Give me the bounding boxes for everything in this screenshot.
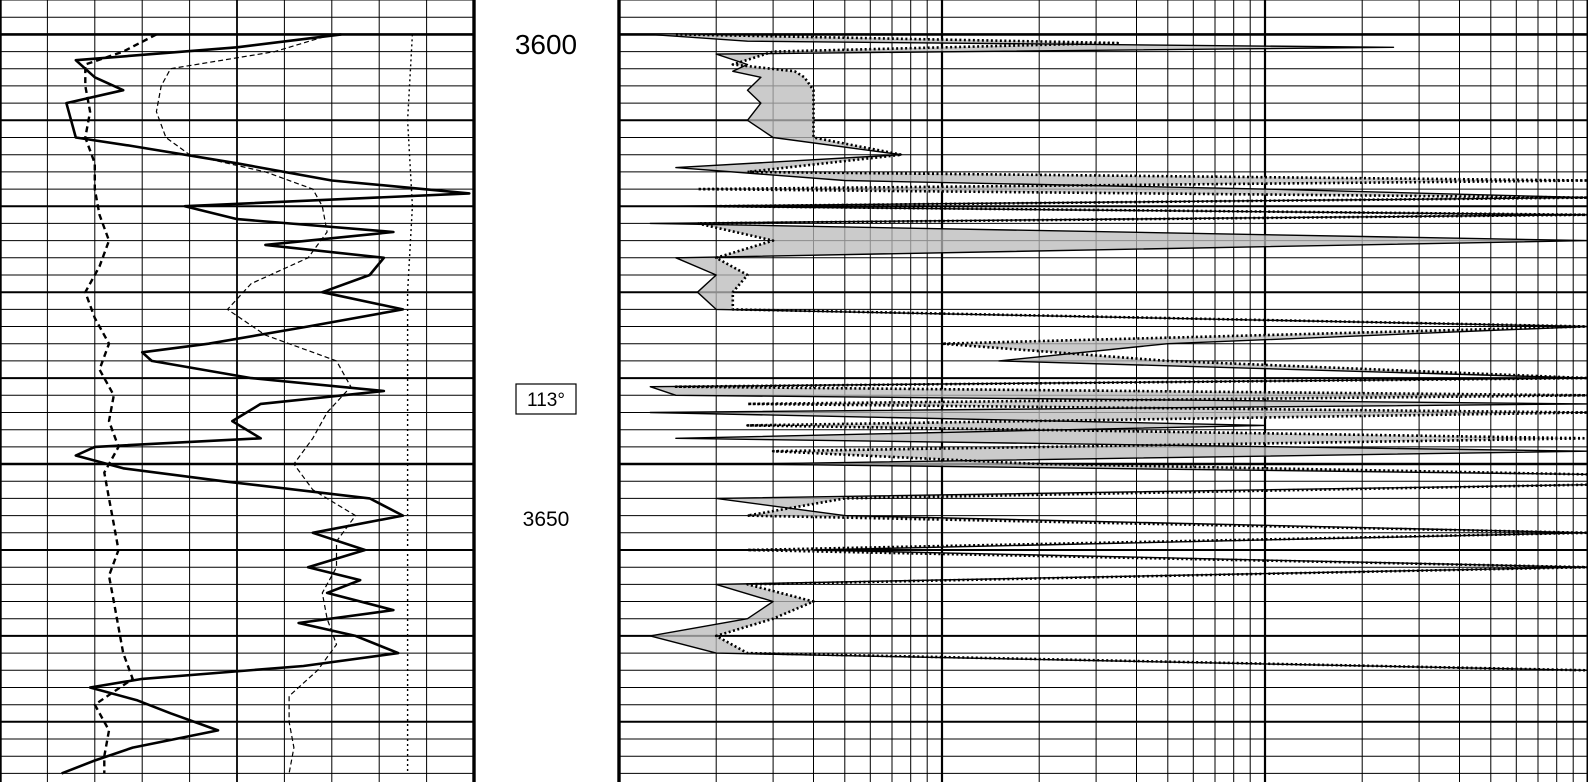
left-curve-dashed-fine <box>155 33 357 774</box>
right-curve-dotted-heavy <box>674 33 1588 774</box>
temperature-annotation-box <box>515 383 577 415</box>
right-fill-area <box>650 34 1588 774</box>
left-curve-solid-heavy <box>61 33 471 775</box>
depth-label-3650: 3650 <box>523 508 570 531</box>
right-track-curves <box>649 33 1588 774</box>
depth-label-3600: 3600 <box>515 29 577 60</box>
left-curve-dotted <box>406 34 414 774</box>
right-track-resistivity-fill <box>650 34 1588 774</box>
right-curve-solid-thin <box>649 33 1588 774</box>
left-track-curves <box>61 33 471 775</box>
left-curve-dashed-heavy <box>84 33 157 774</box>
temperature-annotation: 113° <box>527 390 565 411</box>
